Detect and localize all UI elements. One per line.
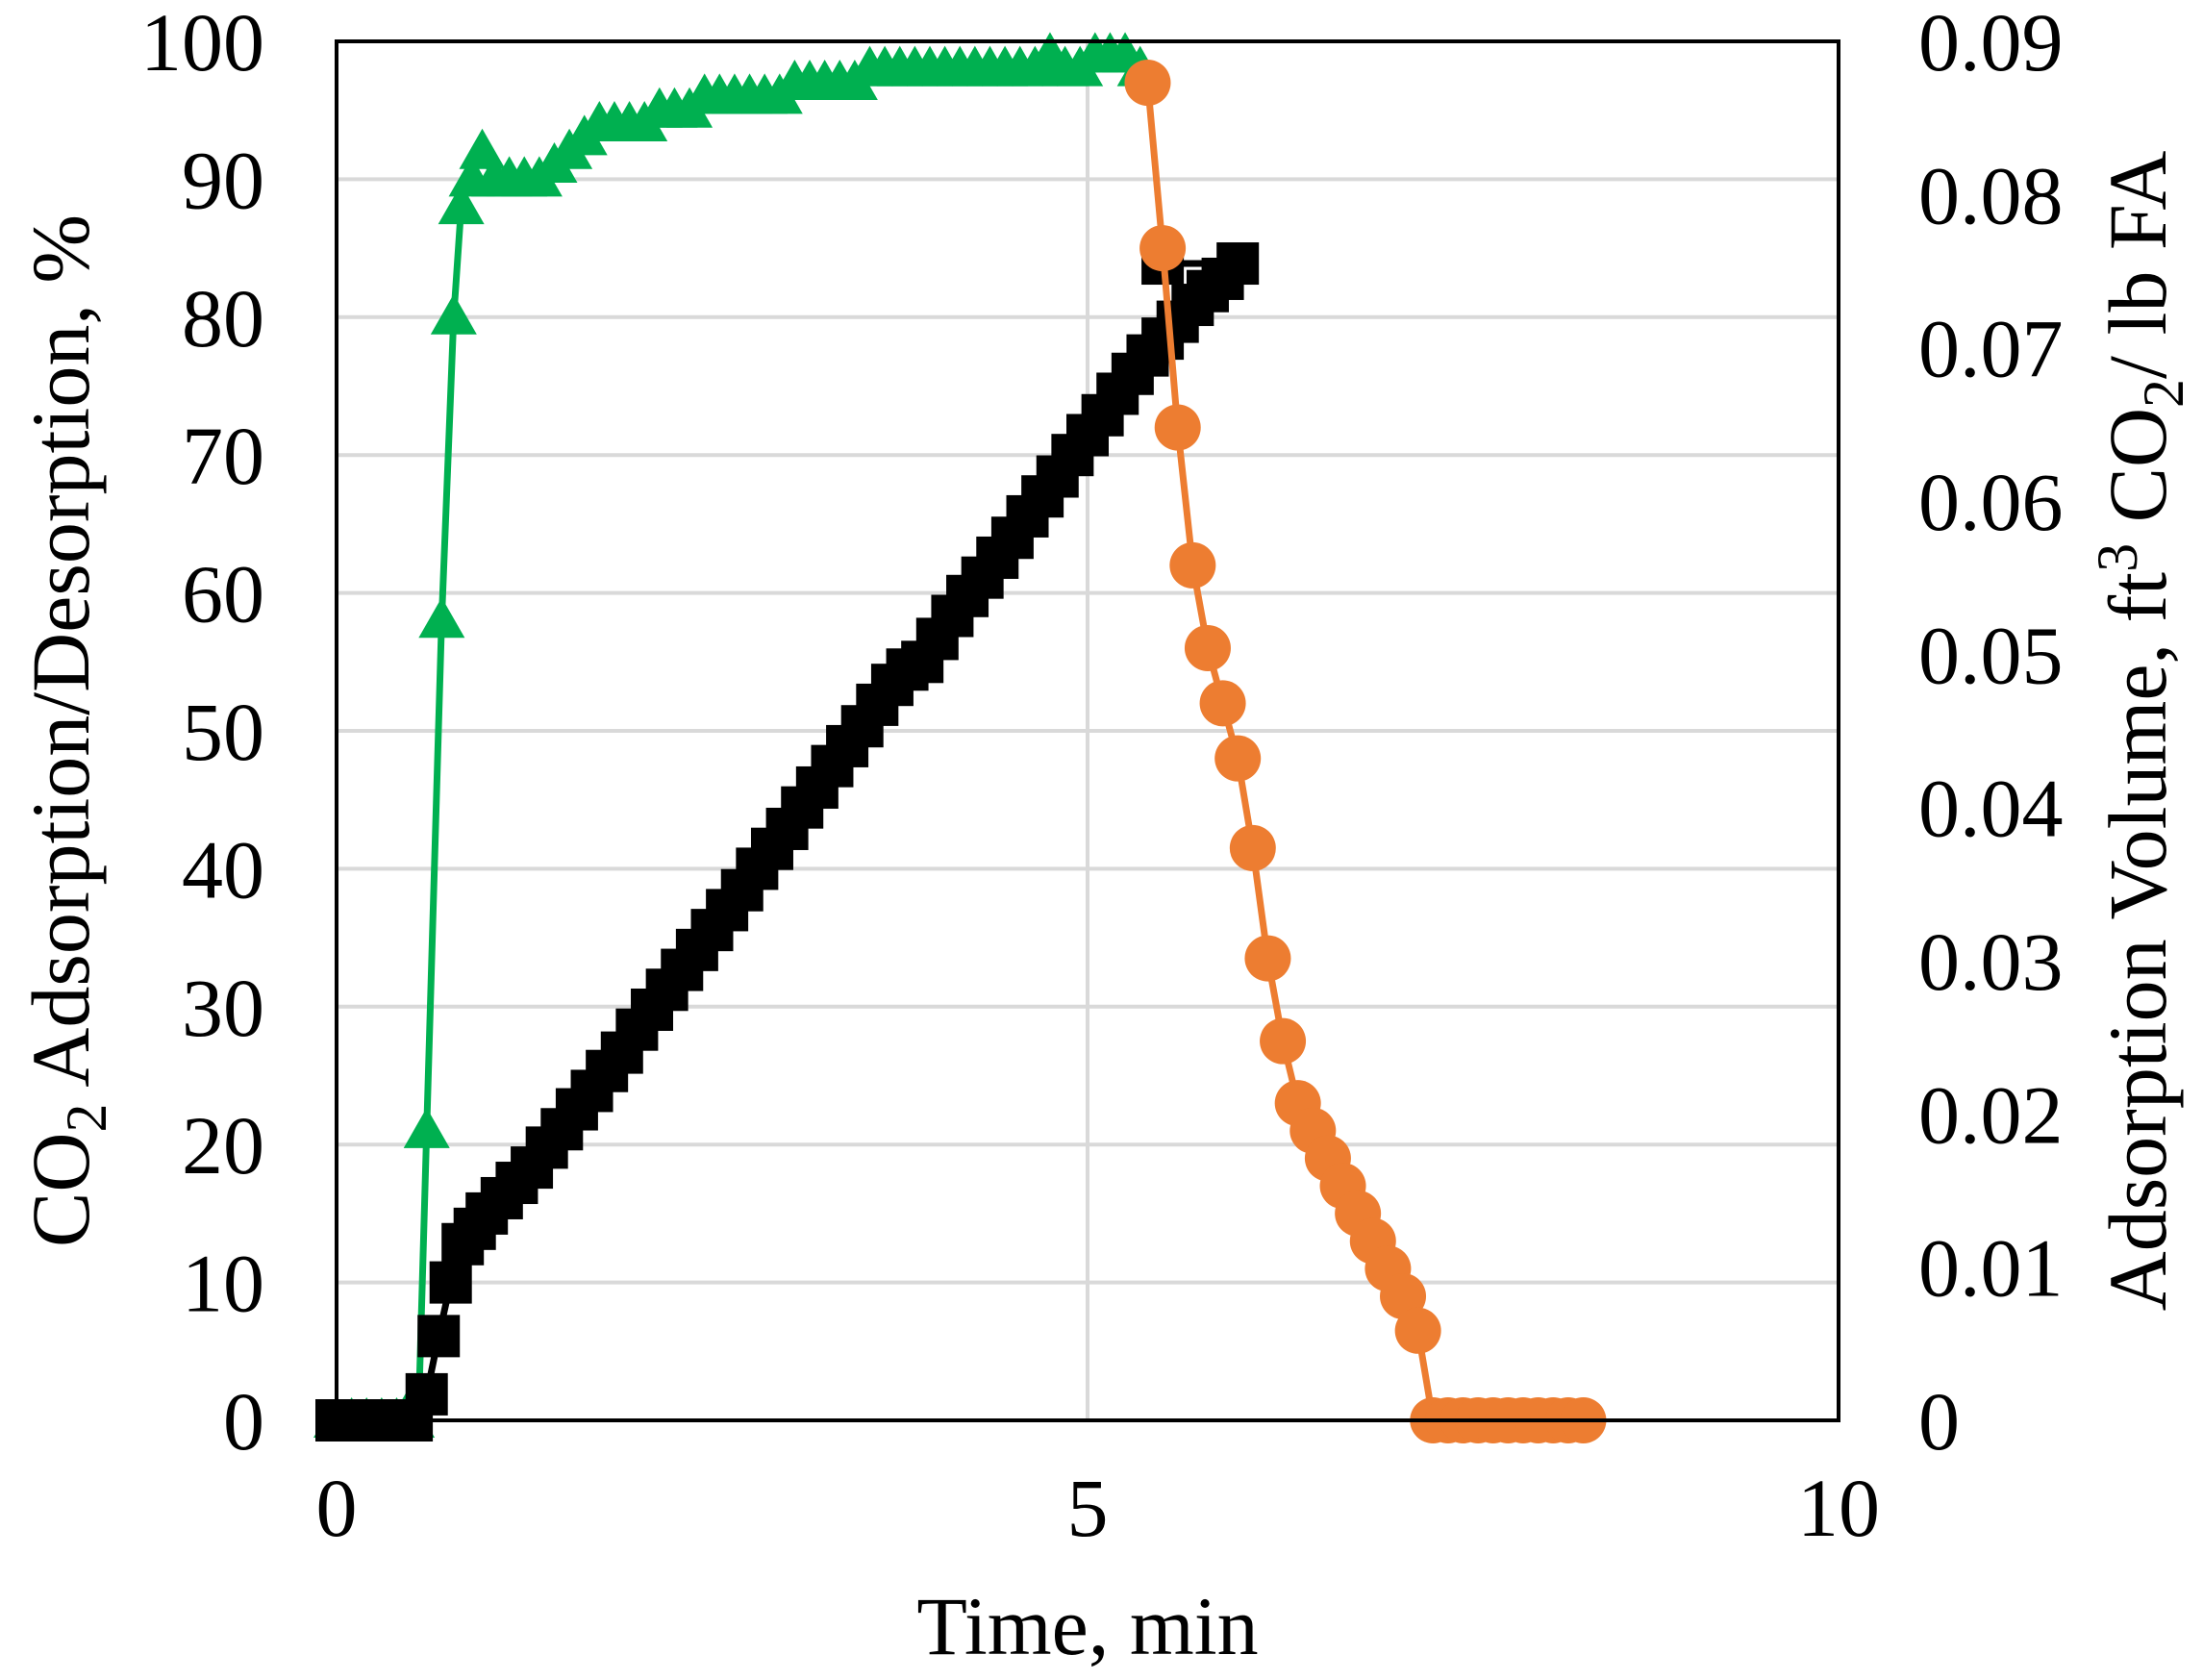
triangle-marker: [430, 293, 477, 335]
y-left-tick-label: 70: [182, 410, 264, 502]
square-marker: [405, 1372, 448, 1416]
y-left-tick-label: 50: [182, 686, 264, 778]
y-left-tick-label: 30: [182, 962, 264, 1054]
y-left-tick-label: 90: [182, 134, 264, 226]
x-tick-label: 10: [1797, 1462, 1880, 1554]
circle-marker: [1229, 824, 1276, 871]
right-axis-title-b: CO: [2091, 408, 2184, 543]
y-right-tick-label: 0.02: [1918, 1068, 2064, 1161]
y-left-tick-label: 0: [223, 1375, 264, 1467]
square-marker: [417, 1315, 461, 1358]
y-left-tick-label: 100: [140, 0, 264, 88]
triangle-marker: [418, 597, 465, 639]
right-axis-title-a: Adsorption Volume, ft: [2091, 572, 2184, 1312]
circle-marker: [1244, 935, 1291, 982]
x-tick-label: 0: [316, 1462, 358, 1554]
right-axis-title-sub: 2: [2132, 379, 2195, 408]
y-right-tick-label: 0.03: [1918, 915, 2064, 1008]
y-left-tick-label: 40: [182, 823, 264, 915]
y-right-tick-label: 0.09: [1918, 0, 2064, 88]
y-left-tick-label: 10: [182, 1238, 264, 1330]
y-left-tick-label: 60: [182, 548, 264, 640]
left-axis-title: CO2 Adsorption/Desorption, %: [14, 214, 118, 1247]
y-right-tick-label: 0.04: [1918, 763, 2064, 855]
tick-labels: 0 5 10010203040506070809010000.010.020.030…: [140, 0, 2064, 1554]
circle-marker: [1184, 624, 1231, 671]
x-axis-title: Time, min: [916, 1580, 1258, 1672]
right-axis-title-sup: 3: [2086, 543, 2149, 572]
right-axis-title-c: / lb FA: [2091, 151, 2184, 379]
left-axis-title-rest: Adsorption/Desorption, %: [14, 214, 107, 1103]
series-layer: [313, 32, 1607, 1443]
grid-lines: [335, 39, 1840, 1422]
left-axis-title-sub: 2: [55, 1104, 118, 1133]
x-tick-label: 5: [1067, 1462, 1109, 1554]
square-marker: [429, 1261, 472, 1304]
circle-marker: [1214, 735, 1262, 782]
y-right-tick-label: 0: [1918, 1375, 1960, 1467]
series-square: [315, 242, 1260, 1442]
y-right-tick-label: 0.06: [1918, 456, 2064, 548]
circle-marker: [1199, 680, 1246, 727]
right-axis-title: Adsorption Volume, ft3 CO2/ lb FA: [2086, 151, 2195, 1312]
square-marker: [1216, 242, 1260, 286]
y-left-tick-label: 20: [182, 1099, 264, 1191]
series-circle: [1124, 60, 1607, 1443]
circle-marker: [1380, 1272, 1427, 1319]
series-triangle: [313, 32, 1164, 1438]
y-right-tick-label: 0.07: [1918, 303, 2064, 395]
y-left-tick-label: 80: [182, 272, 264, 364]
plot-area-frame: [335, 39, 1840, 1422]
circle-marker: [1169, 541, 1216, 589]
circle-marker: [1260, 1017, 1307, 1065]
triangle-marker: [459, 128, 506, 169]
y-right-tick-label: 0.08: [1918, 149, 2064, 241]
y-right-tick-label: 0.05: [1918, 609, 2064, 701]
y-right-tick-label: 0.01: [1918, 1222, 2064, 1315]
triangle-marker: [438, 184, 485, 225]
circle-marker: [1124, 60, 1171, 107]
circle-marker: [1394, 1307, 1441, 1354]
circle-marker: [1139, 225, 1187, 272]
left-axis-title-co: CO: [14, 1133, 107, 1247]
circle-marker: [1154, 404, 1201, 451]
triangle-marker: [403, 1107, 450, 1148]
